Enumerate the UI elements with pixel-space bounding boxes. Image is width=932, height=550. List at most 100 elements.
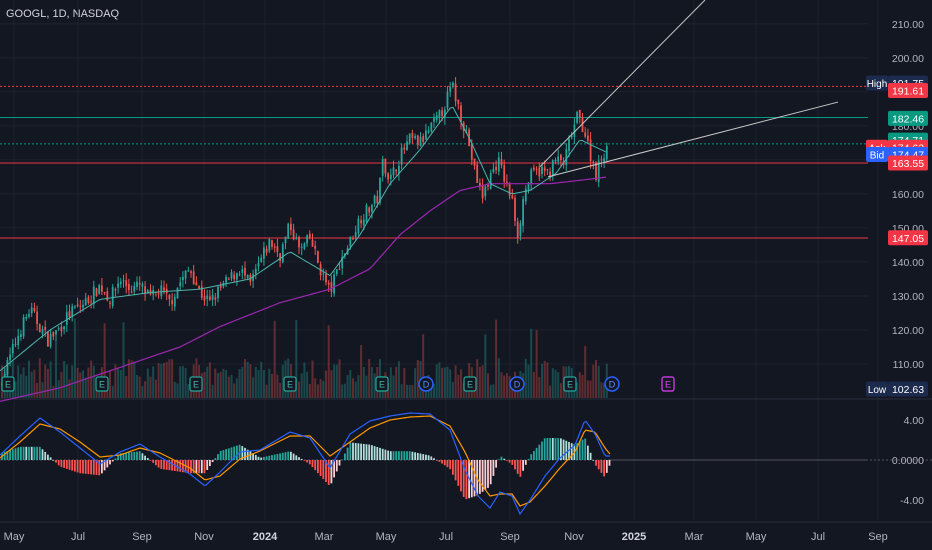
macd-histogram-bar: [30, 446, 33, 460]
macd-histogram-bar: [55, 460, 57, 463]
candle-body: [327, 282, 330, 285]
candle-body: [290, 223, 292, 231]
candle-body: [584, 132, 587, 137]
volume-bar: [600, 382, 603, 398]
macd-histogram-bar: [481, 460, 484, 492]
macd-line: [0, 412, 610, 516]
volume-bar: [500, 372, 503, 398]
macd-histogram-bar: [152, 460, 155, 463]
price-badge-label: Low: [868, 385, 887, 396]
macd-histogram-bar: [133, 451, 136, 460]
volume-bar: [114, 364, 117, 398]
candle-body: [55, 330, 57, 335]
volume-bar: [403, 368, 406, 398]
macd-histogram-bar: [90, 460, 92, 475]
volume-bar: [171, 359, 174, 398]
candle-body: [543, 167, 546, 171]
candle-body: [360, 220, 362, 224]
macd-histogram-bar: [128, 452, 130, 460]
dividend-marker: [509, 376, 525, 392]
macd-tick-label: 4.00: [904, 415, 925, 427]
macd-histogram-bar: [541, 441, 543, 460]
candle-body: [300, 246, 303, 248]
macd-histogram-bar: [373, 446, 376, 460]
macd-histogram-bar: [516, 460, 519, 474]
macd-histogram-bar: [36, 446, 38, 460]
candle-body: [263, 247, 265, 259]
candle-body: [92, 286, 95, 305]
candle-body: [241, 269, 244, 273]
volume-bar: [260, 361, 263, 398]
volume-bar: [262, 370, 265, 398]
volume-bar: [152, 366, 155, 398]
volume-bar: [373, 373, 376, 398]
volume-bar: [146, 368, 149, 398]
price-badge: [888, 155, 928, 171]
macd-histogram-bar: [114, 458, 117, 460]
volume-bar: [279, 382, 282, 398]
volume-bar: [392, 375, 395, 398]
candle-body: [68, 311, 71, 318]
candle-body: [400, 147, 403, 165]
time-tick-label: Sep: [868, 531, 888, 543]
macd-histogram-bar: [249, 451, 252, 460]
volume-bar: [268, 368, 271, 398]
candle-body: [522, 199, 524, 226]
macd-histogram-bar: [176, 460, 179, 472]
price-tick-label: 120.00: [892, 325, 924, 337]
macd-histogram-bar: [76, 460, 79, 473]
volume-bar: [433, 384, 435, 398]
price-tick-label: 140.00: [892, 257, 924, 269]
candle-body: [587, 135, 589, 141]
macd-histogram-bar: [17, 447, 20, 460]
candle-body: [238, 274, 241, 276]
price-badge-label: High: [867, 79, 888, 90]
candle-body: [560, 154, 562, 161]
candle-body: [65, 312, 68, 325]
candle-body: [163, 287, 165, 291]
volume-bar: [314, 378, 317, 398]
volume-bar: [578, 372, 581, 398]
candle-body: [597, 160, 600, 183]
candle-body: [527, 182, 530, 191]
volume-bar: [276, 374, 279, 398]
volume-bar: [349, 369, 352, 398]
macd-histogram-bar: [41, 449, 44, 460]
macd-histogram-bar: [500, 456, 503, 460]
volume-bar: [122, 322, 125, 398]
volume-bar: [19, 374, 22, 398]
volume-bar: [206, 366, 209, 398]
macd-histogram-bar: [427, 455, 430, 460]
volume-bar: [60, 372, 63, 398]
volume-bar: [460, 369, 462, 398]
price-tick-label: 160.00: [892, 189, 924, 201]
volume-bar: [111, 385, 114, 398]
horizontal-levels: [0, 85, 868, 239]
macd-histogram-bar: [82, 460, 84, 474]
volume-bar: [144, 381, 147, 398]
candle-body: [524, 188, 527, 202]
candle-body: [373, 195, 376, 204]
macd-histogram-bar: [338, 460, 341, 466]
candle-body: [335, 269, 338, 275]
macd-histogram-bar: [20, 446, 22, 460]
macd-histogram-bar: [49, 457, 52, 460]
candle-body: [49, 334, 52, 347]
volume-bar: [254, 366, 257, 398]
volume-bar: [33, 369, 36, 398]
candle-body: [514, 197, 516, 221]
macd-histogram-bar: [182, 460, 184, 473]
macd-histogram-bar: [562, 439, 565, 460]
macd-histogram-bar: [330, 460, 333, 484]
candle-body: [33, 308, 36, 312]
candle-body: [17, 335, 20, 345]
macd-histogram-bar: [503, 458, 506, 460]
candle-body: [146, 290, 149, 294]
time-tick-label: Jul: [71, 531, 85, 543]
macd-histogram-bar: [236, 445, 238, 460]
volume-bar: [535, 330, 538, 398]
macd-histogram-bar: [381, 448, 384, 460]
macd-histogram-bar: [454, 460, 457, 481]
